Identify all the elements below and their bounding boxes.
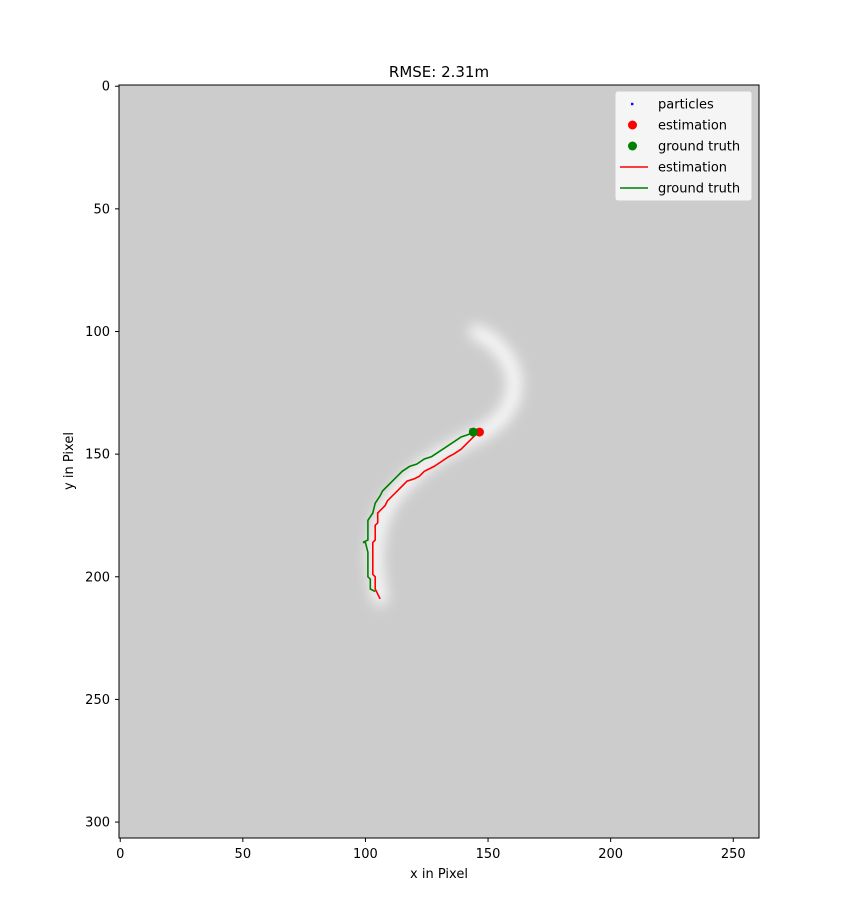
legend: particles estimation ground truth estimatio… (614, 90, 753, 202)
particle-density-path (368, 325, 522, 606)
y-tick-label: 200 (85, 570, 110, 585)
density-glow (368, 325, 522, 606)
x-tick-label: 150 (476, 847, 501, 862)
x-tick-label: 200 (598, 847, 623, 862)
y-tick-label: 0 (102, 80, 110, 95)
x-tick-label: 250 (721, 847, 746, 862)
legend-marker-particles (631, 102, 634, 106)
y-tick-label: 300 (85, 816, 110, 831)
x-tick-label: 0 (116, 847, 124, 862)
chart-title: RMSE: 2.31m (389, 63, 489, 81)
series-layer (362, 427, 484, 600)
x-tick-label: 100 (353, 847, 378, 862)
series-line-ground-truth (362, 431, 474, 593)
y-tick-label: 100 (85, 325, 110, 340)
legend-box (614, 90, 753, 202)
legend-label-ground-truth: ground truth (658, 140, 740, 155)
legend-label-particles: particles (658, 98, 714, 113)
x-tick-label: 50 (235, 847, 252, 862)
x-axis-label: x in Pixel (410, 867, 468, 882)
y-axis-label: y in Pixel (62, 432, 77, 490)
series-line-estimation (371, 431, 479, 600)
legend-marker-estimation (628, 120, 637, 130)
legend-label-ground-truth: ground truth (658, 182, 740, 197)
legend-label-estimation: estimation (658, 161, 727, 176)
ground-truth-point (468, 427, 478, 437)
x-axis-ticks: 0 50 100 150 200 250 (116, 838, 746, 862)
y-tick-label: 250 (85, 693, 110, 708)
legend-marker-ground-truth (628, 141, 637, 151)
legend-label-estimation: estimation (658, 119, 727, 134)
y-tick-label: 150 (85, 448, 110, 463)
y-tick-label: 50 (93, 202, 110, 217)
plot-frame (118, 84, 760, 839)
y-axis-ticks: 0 50 100 150 200 250 300 (85, 80, 119, 831)
